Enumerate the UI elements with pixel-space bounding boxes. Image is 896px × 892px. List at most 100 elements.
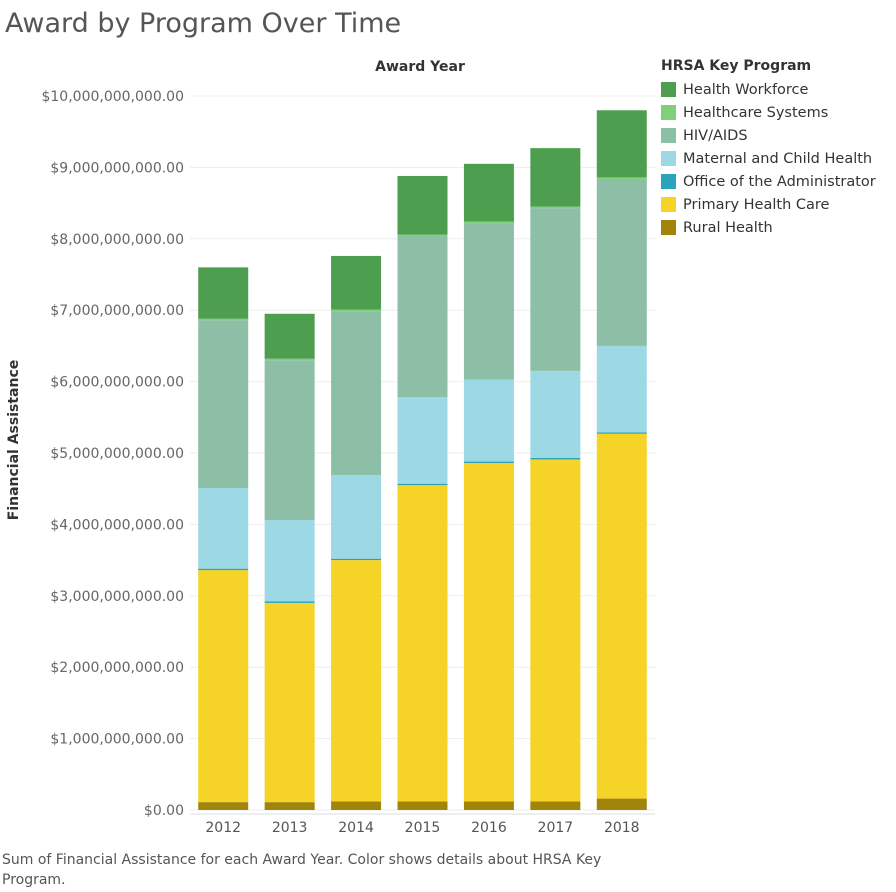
bar-segment[interactable]	[463, 223, 514, 380]
y-tick-label: $2,000,000,000.00	[50, 660, 184, 676]
legend-label: HIV/AIDS	[683, 127, 748, 144]
bar-segment[interactable]	[463, 801, 514, 810]
y-tick-label: $0.00	[144, 803, 184, 819]
bar-segment[interactable]	[530, 459, 581, 802]
x-tick-label: 2018	[604, 820, 640, 836]
y-tick-label: $4,000,000,000.00	[50, 517, 184, 533]
chart-caption: Sum of Financial Assistance for each Awa…	[2, 852, 602, 888]
y-tick-label: $7,000,000,000.00	[50, 303, 184, 319]
bar-segment[interactable]	[331, 311, 382, 476]
bar-segment[interactable]	[198, 570, 249, 803]
bar-segment[interactable]	[198, 802, 249, 810]
bar-segment[interactable]	[397, 397, 448, 484]
legend-label: Healthcare Systems	[683, 104, 829, 121]
bar-segment[interactable]	[463, 461, 514, 463]
legend-swatch	[661, 105, 676, 120]
y-tick-label: $6,000,000,000.00	[50, 375, 184, 391]
bar-segment[interactable]	[596, 432, 647, 434]
legend-swatch	[661, 82, 676, 97]
bar-segment[interactable]	[530, 208, 581, 371]
bar-segment[interactable]	[331, 558, 382, 561]
bar-segment[interactable]	[596, 345, 647, 433]
y-tick-label: $8,000,000,000.00	[50, 232, 184, 248]
legend-swatch	[661, 128, 676, 143]
bar-segment[interactable]	[264, 601, 315, 603]
bar-segment[interactable]	[397, 801, 448, 810]
chart-area: $0.00 $1,000,000,000.00 $2,000,000,000.00 $…	[0, 50, 660, 850]
bar-segment[interactable]	[397, 483, 448, 486]
legend-swatch	[661, 220, 676, 235]
bar-segment[interactable]	[397, 234, 448, 236]
x-tick-label: 2012	[205, 820, 241, 836]
bar-segment[interactable]	[331, 309, 382, 312]
legend-label: Maternal and Child Health	[683, 150, 873, 167]
bar-segment[interactable]	[331, 801, 382, 810]
legend-items: Health Workforce Healthcare Systems HIV/AI…	[661, 78, 894, 239]
y-axis-ticks: $0.00 $1,000,000,000.00 $2,000,000,000.00 $…	[41, 89, 184, 819]
bar-segment[interactable]	[463, 221, 514, 224]
bar-segment[interactable]	[596, 179, 647, 346]
legend-item[interactable]: HIV/AIDS	[661, 124, 894, 147]
bar-segment[interactable]	[596, 177, 647, 180]
x-tick-label: 2016	[471, 820, 507, 836]
legend-swatch	[661, 174, 676, 189]
x-axis-ticks: 2012 2013 2014 2015 2016 2017 2018	[205, 820, 639, 836]
bar-segment[interactable]	[198, 487, 249, 569]
x-tick-label: 2014	[338, 820, 374, 836]
bar-segment[interactable]	[596, 433, 647, 799]
x-tick-label: 2015	[405, 820, 441, 836]
bar-segment[interactable]	[596, 798, 647, 810]
legend-item[interactable]: Rural Health	[661, 216, 894, 239]
bar-segment[interactable]	[264, 802, 315, 810]
bar-segment[interactable]	[264, 313, 315, 359]
bar-segment[interactable]	[264, 602, 315, 803]
bar-segment[interactable]	[463, 379, 514, 462]
bar-segment[interactable]	[530, 148, 581, 207]
legend-item[interactable]: Primary Health Care	[661, 193, 894, 216]
bar-segment[interactable]	[331, 475, 382, 559]
bar-segment[interactable]	[198, 568, 249, 571]
x-tick-label: 2013	[272, 820, 308, 836]
y-tick-label: $3,000,000,000.00	[50, 589, 184, 605]
bar-segment[interactable]	[463, 462, 514, 802]
legend-swatch	[661, 197, 676, 212]
bar-segment[interactable]	[198, 318, 249, 321]
y-tick-label: $10,000,000,000.00	[41, 89, 184, 105]
y-tick-label: $9,000,000,000.00	[50, 160, 184, 176]
legend-item[interactable]: Maternal and Child Health	[661, 147, 894, 170]
bar-segment[interactable]	[331, 255, 382, 310]
bar-segment[interactable]	[397, 235, 448, 398]
legend-item[interactable]: Health Workforce	[661, 78, 894, 101]
bar-segment[interactable]	[530, 801, 581, 810]
bars	[198, 110, 647, 810]
legend-label: Rural Health	[683, 219, 773, 236]
bar-segment[interactable]	[264, 520, 315, 602]
legend-title: HRSA Key Program	[661, 58, 812, 74]
bar-segment[interactable]	[198, 267, 249, 319]
legend-item[interactable]: Healthcare Systems	[661, 101, 894, 124]
x-axis-title: Award Year	[375, 59, 465, 75]
legend-label: Office of the Administrator	[683, 173, 876, 190]
bar-segment[interactable]	[331, 560, 382, 802]
y-tick-label: $5,000,000,000.00	[50, 446, 184, 462]
bar-segment[interactable]	[530, 457, 581, 460]
legend-item[interactable]: Office of the Administrator	[661, 170, 894, 193]
bar-chart: $0.00 $1,000,000,000.00 $2,000,000,000.00 $…	[6, 59, 655, 836]
bar-segment[interactable]	[397, 485, 448, 802]
legend-swatch	[661, 151, 676, 166]
bar-segment[interactable]	[198, 320, 249, 488]
legend-label: Primary Health Care	[683, 196, 830, 213]
bar-segment[interactable]	[530, 370, 581, 458]
bar-segment[interactable]	[397, 175, 448, 235]
bar-segment[interactable]	[264, 358, 315, 361]
y-tick-label: $1,000,000,000.00	[50, 732, 184, 748]
bar-segment[interactable]	[264, 360, 315, 521]
chart-title: Award by Program Over Time	[5, 8, 402, 39]
x-tick-label: 2017	[538, 820, 574, 836]
bar-segment[interactable]	[596, 110, 647, 178]
bar-segment[interactable]	[530, 206, 581, 209]
bar-segment[interactable]	[463, 163, 514, 222]
legend: HRSA Key Program Health Workforce Healthc…	[661, 58, 894, 239]
legend-label: Health Workforce	[683, 81, 809, 98]
y-axis-title: Financial Assistance	[6, 360, 22, 521]
